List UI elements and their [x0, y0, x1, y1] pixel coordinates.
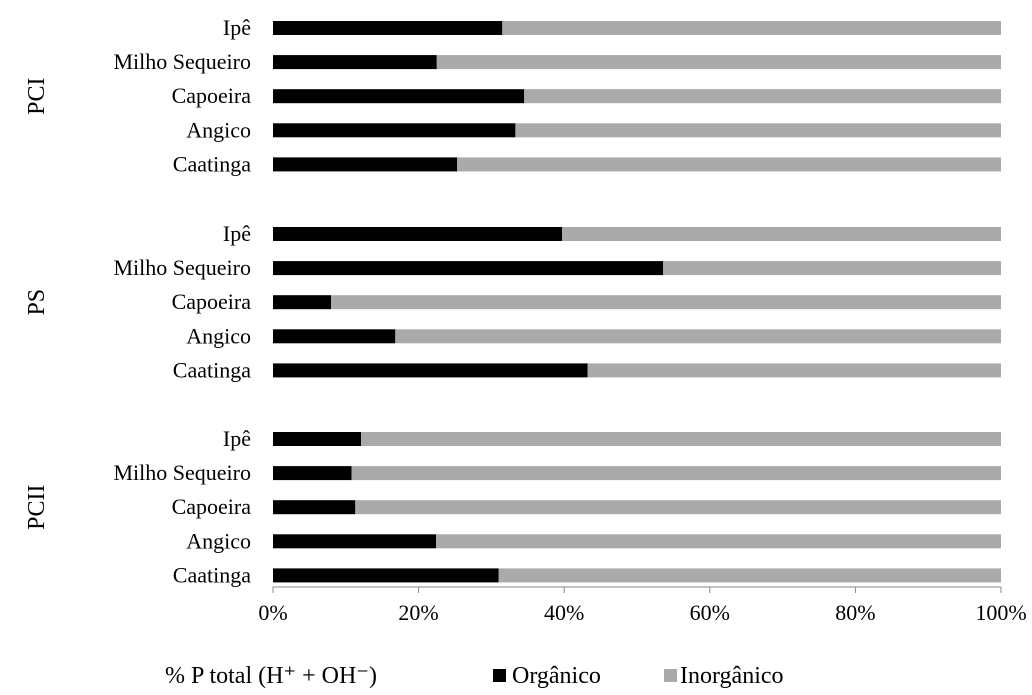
category-label-ps-angico: Angico — [186, 323, 251, 348]
bar-pci-milho-sequeiro-inorganico — [436, 55, 1001, 70]
legend-swatch-organic — [493, 669, 506, 682]
bar-pci-capoeira-inorganico — [524, 89, 1001, 104]
bar-pcii-ipe-inorganico — [361, 432, 1002, 446]
bar-pci-ipe-inorganico — [502, 21, 1001, 35]
bar-ps-ipe-organico — [273, 227, 562, 241]
bar-pcii-angico-inorganico — [436, 534, 1002, 549]
bar-pcii-capoeira-inorganico — [355, 500, 1001, 515]
bar-pci-caatinga-inorganico — [457, 157, 1001, 172]
x-axis: 0% 20% 40% 60% 80% 100% — [258, 586, 1027, 625]
bar-pci-angico-organico — [273, 123, 516, 138]
bar-ps-caatinga-inorganico — [587, 363, 1001, 378]
category-labels: Ipê Milho Sequeiro Capoeira Angico Caatinga I… — [114, 15, 252, 587]
category-label-pci-milho-sequeiro: Milho Sequeiro — [114, 49, 252, 74]
category-label-pcii-capoeira: Capoeira — [172, 494, 252, 519]
category-label-pcii-milho-sequeiro: Milho Sequeiro — [114, 460, 252, 485]
category-label-pcii-angico: Angico — [186, 528, 251, 553]
category-label-pci-ipe: Ipê — [223, 15, 251, 40]
x-tick-label: 60% — [690, 600, 730, 625]
legend-label-organic: Orgânico — [512, 663, 601, 689]
bar-pci-ipe-organico — [273, 21, 503, 35]
category-label-pci-caatinga: Caatinga — [173, 151, 251, 176]
bar-ps-angico-organico — [273, 329, 396, 344]
bar-pcii-milho-sequeiro-inorganico — [351, 466, 1002, 481]
x-tick-label: 80% — [835, 600, 875, 625]
bar-pcii-capoeira-organico — [273, 500, 356, 515]
bar-ps-capoeira-inorganico — [331, 295, 1001, 310]
x-tick-label: 40% — [544, 600, 584, 625]
category-label-pci-capoeira: Capoeira — [172, 83, 252, 108]
category-label-pci-angico: Angico — [186, 117, 251, 142]
x-tick-label: 0% — [258, 600, 287, 625]
x-tick-label: 100% — [975, 600, 1026, 625]
bar-pci-milho-sequeiro-organico — [273, 55, 437, 70]
category-label-ps-caatinga: Caatinga — [173, 357, 251, 382]
bar-ps-caatinga-organico — [273, 363, 588, 378]
legend-swatch-inorganic — [664, 669, 677, 682]
group-label-pci: PCI — [24, 78, 50, 115]
category-label-pcii-caatinga: Caatinga — [173, 562, 251, 587]
category-label-ps-milho-sequeiro: Milho Sequeiro — [114, 255, 252, 280]
group-labels: PCI PS PCII — [24, 78, 50, 530]
group-label-pcii: PCII — [24, 485, 50, 530]
bar-pcii-caatinga-organico — [273, 568, 499, 583]
bar-pci-capoeira-organico — [273, 89, 525, 104]
bar-pci-angico-inorganico — [515, 123, 1001, 138]
bar-pcii-milho-sequeiro-organico — [273, 466, 352, 481]
bar-pci-caatinga-organico — [273, 157, 458, 172]
bar-pcii-ipe-organico — [273, 432, 362, 446]
category-label-ps-capoeira: Capoeira — [172, 289, 252, 314]
x-tick-label: 20% — [398, 600, 438, 625]
category-label-ps-ipe: Ipê — [223, 221, 251, 246]
category-label-pcii-ipe: Ipê — [223, 426, 251, 451]
bar-ps-milho-sequeiro-organico — [273, 261, 664, 276]
bar-pcii-caatinga-inorganico — [498, 568, 1001, 583]
bars-layer — [273, 21, 1002, 583]
bar-pcii-angico-organico — [273, 534, 437, 549]
group-label-ps: PS — [24, 289, 50, 316]
legend: % P total (H⁺ + OH⁻) Orgânico Inorgânico — [165, 663, 784, 689]
legend-label-inorganic: Inorgânico — [680, 663, 784, 689]
bar-ps-ipe-inorganico — [562, 227, 1001, 241]
bar-ps-milho-sequeiro-inorganico — [663, 261, 1001, 276]
bar-ps-capoeira-organico — [273, 295, 332, 310]
x-axis-label: % P total (H⁺ + OH⁻) — [165, 663, 377, 689]
bar-ps-angico-inorganico — [395, 329, 1001, 344]
